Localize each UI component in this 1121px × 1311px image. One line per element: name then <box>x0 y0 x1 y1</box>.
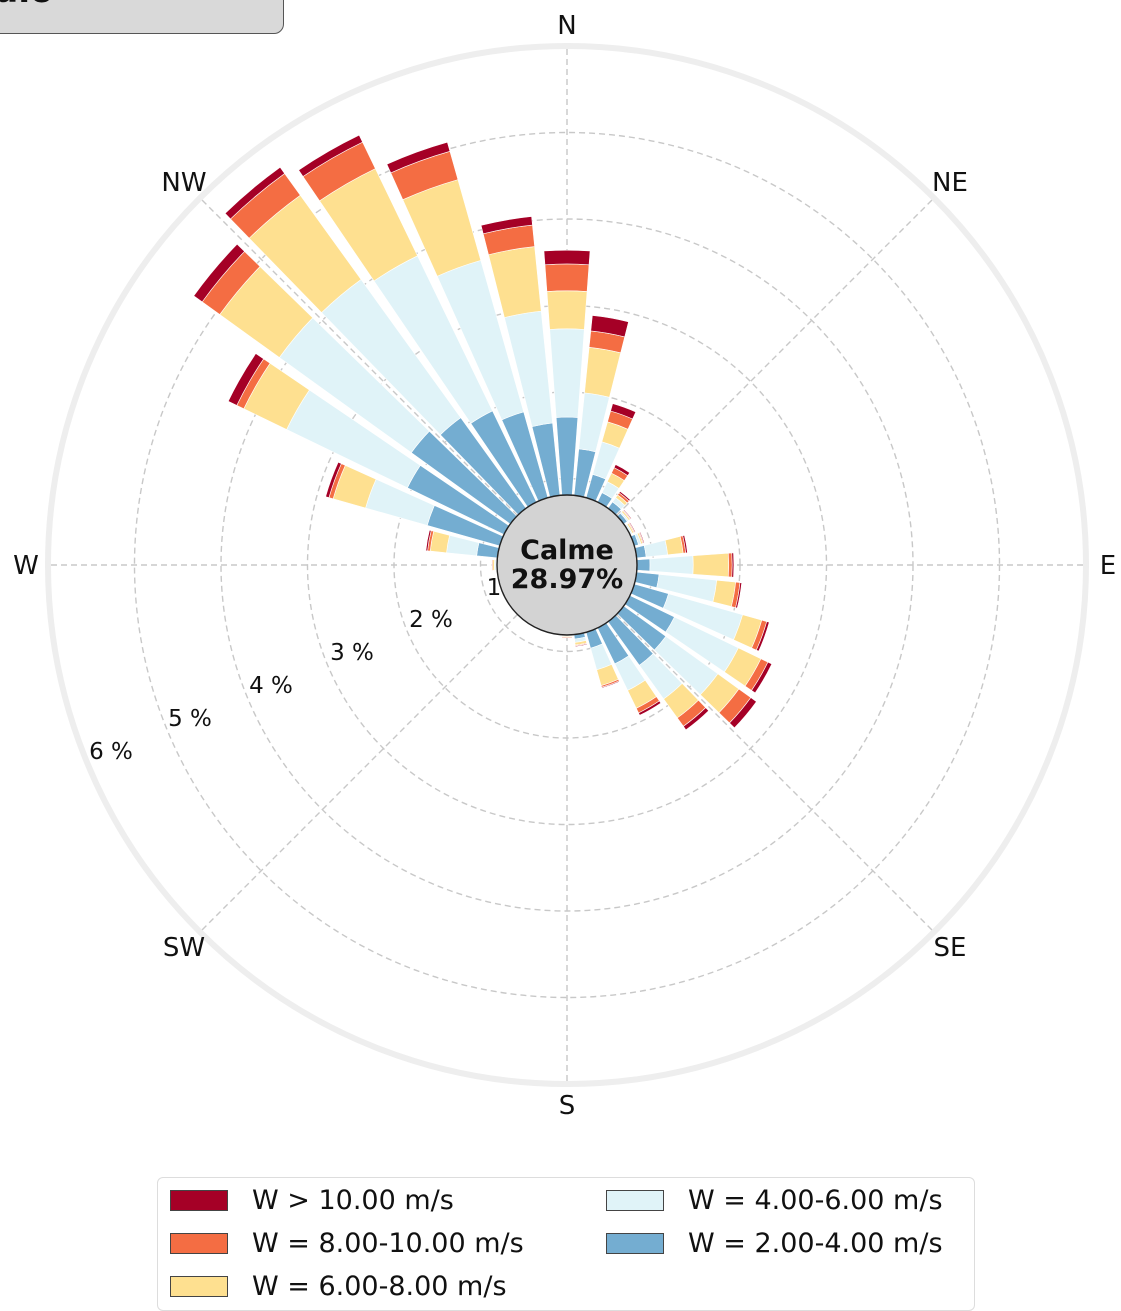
wedge-80-bin-6-8 <box>664 535 684 556</box>
wedge-330-bin-gt10 <box>298 134 363 177</box>
wedge-130-bin-gt10 <box>729 697 757 729</box>
wedge-30-bin-gt10 <box>613 464 631 476</box>
radial-tick-label: 5 % <box>168 706 212 732</box>
wedge-310-bin-gt10 <box>193 243 245 303</box>
direction-label-se: SE <box>934 933 967 963</box>
wedge-80-bin-4-6 <box>643 539 669 558</box>
direction-label-nw: NW <box>161 168 206 198</box>
angular-gridline <box>199 564 568 933</box>
wedge-340-bin-gt10 <box>386 141 451 174</box>
wedge-10-bin-6-8 <box>584 346 622 398</box>
radial-tick-label: 3 % <box>330 640 374 666</box>
wedge-70-bin-gt10 <box>639 531 645 544</box>
chart-title: edio <box>0 0 53 11</box>
wedge-0-bin-8-10 <box>544 263 590 292</box>
direction-label-w: W <box>13 551 39 581</box>
wedge-90-bin-4-6 <box>649 555 694 575</box>
angular-gridline <box>566 197 935 566</box>
wedge-60-bin-gt10 <box>628 521 636 533</box>
wedge-350-bin-6-8 <box>488 246 542 318</box>
legend-item-2-4: W = 2.00-4.00 m/s <box>606 1225 943 1261</box>
direction-label-sw: SW <box>163 933 205 963</box>
calm-label: Calme <box>520 535 614 566</box>
legend-item-8-10: W = 8.00-10.00 m/s <box>170 1225 524 1261</box>
legend-label-6-8: W = 6.00-8.00 m/s <box>252 1270 507 1302</box>
radial-tick-label: 6 % <box>89 739 133 765</box>
wedge-180-bin-8-10 <box>561 636 573 638</box>
legend-item-4-6: W = 4.00-6.00 m/s <box>606 1182 943 1218</box>
wedge-150-bin-gt10 <box>638 700 662 716</box>
radial-tick-label: 1 <box>487 575 502 601</box>
wedge-0-bin-6-8 <box>546 290 588 330</box>
legend-swatch-4-6 <box>606 1189 664 1211</box>
legend-label-8-10: W = 8.00-10.00 m/s <box>252 1227 524 1259</box>
wind-rose-bars <box>193 134 773 731</box>
wedge-140-bin-gt10 <box>682 707 710 731</box>
legend-label-4-6: W = 4.00-6.00 m/s <box>688 1184 943 1216</box>
wedge-90-bin-6-8 <box>692 552 730 578</box>
legend-swatch-6-8 <box>170 1275 228 1297</box>
legend-item-6-8: W = 6.00-8.00 m/s <box>170 1268 507 1304</box>
angular-gridline <box>566 564 935 933</box>
radial-tick-label: 4 % <box>249 673 293 699</box>
wedge-120-bin-gt10 <box>751 661 773 694</box>
direction-label-e: E <box>1100 551 1116 581</box>
legend-swatch-2-4 <box>606 1232 664 1254</box>
legend-label-2-4: W = 2.00-4.00 m/s <box>688 1227 943 1259</box>
calm-value: 28.97% <box>511 564 623 595</box>
wedge-110-bin-gt10 <box>755 621 770 652</box>
wedge-320-bin-gt10 <box>224 166 286 220</box>
wedge-20-bin-gt10 <box>610 403 637 420</box>
legend-swatch-8-10 <box>170 1232 228 1254</box>
wedge-350-bin-gt10 <box>480 216 533 235</box>
legend-label-gt10: W > 10.00 m/s <box>252 1184 454 1216</box>
wedge-100-bin-gt10 <box>735 582 743 609</box>
radial-tick-label: 2 % <box>409 607 453 633</box>
wedge-280-bin-gt10 <box>425 529 432 552</box>
direction-label-n: N <box>557 11 576 41</box>
wedge-160-bin-gt10 <box>601 680 620 689</box>
direction-label-s: S <box>559 1091 576 1121</box>
direction-label-ne: NE <box>932 168 968 198</box>
calm-circle <box>496 494 638 636</box>
legend: W > 10.00 m/s W = 8.00-10.00 m/s W = 6.0… <box>157 1177 975 1311</box>
angular-gridline <box>199 197 568 566</box>
wedge-50-bin-gt10 <box>623 509 632 520</box>
wedge-0-bin-4-6 <box>549 328 585 418</box>
wedge-300-bin-gt10 <box>227 353 265 406</box>
wedge-10-bin-gt10 <box>590 315 629 338</box>
wedge-90-bin-8-10 <box>727 552 733 578</box>
wedge-40-bin-gt10 <box>618 490 631 502</box>
legend-item-gt10: W > 10.00 m/s <box>170 1182 454 1218</box>
wedge-80-bin-gt10 <box>682 534 688 554</box>
wedge-0-bin-gt10 <box>543 249 591 266</box>
wedge-270-bin-8-10 <box>491 559 494 571</box>
polar-frame <box>45 43 1089 1087</box>
title-box: edio <box>0 0 284 34</box>
wedge-290-bin-gt10 <box>325 461 342 499</box>
wedge-90-bin-gt10 <box>731 552 735 578</box>
legend-swatch-gt10 <box>170 1189 228 1211</box>
wedge-170-bin-gt10 <box>574 643 588 648</box>
